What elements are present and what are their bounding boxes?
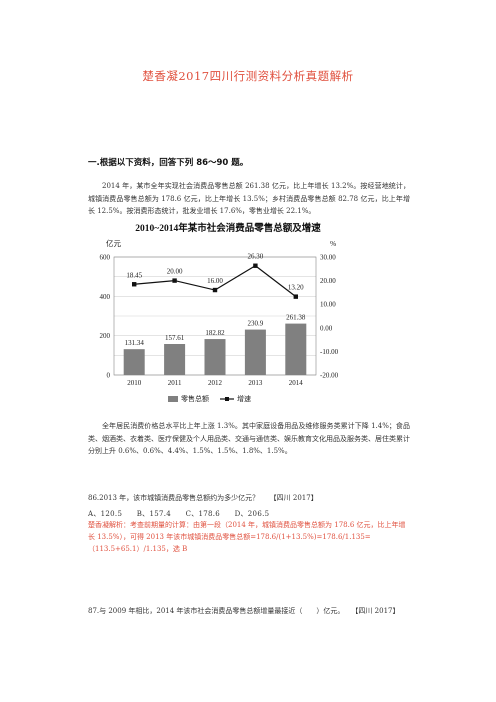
bar-2010 — [123, 349, 145, 375]
chart-title: 2010~2014年某市社会消费品零售总额及增速 — [135, 222, 321, 234]
bar-2011 — [164, 344, 186, 375]
right-tick-label: 20.00 — [320, 277, 336, 285]
left-tick-label: 200 — [100, 332, 111, 340]
growth-point-2011 — [172, 278, 177, 283]
right-axis-label: % — [330, 239, 336, 248]
category-label: 2012 — [208, 379, 223, 387]
option-c: C、178.6 — [185, 510, 221, 518]
right-tick-label: -10.00 — [320, 348, 339, 356]
paragraph-2: 全年居民消费价格总水平比上年上涨 1.3%。其中家庭设备用品及维修服务类累计下降… — [88, 420, 410, 458]
legend-line-label: 增速 — [237, 394, 251, 403]
growth-value-label: 20.00 — [167, 268, 183, 276]
bar-value-label: 182.82 — [205, 329, 225, 337]
legend-bar-label: 零售总额 — [181, 394, 209, 403]
legend-bar-swatch — [168, 396, 178, 402]
growth-value-label: 13.20 — [288, 284, 304, 292]
left-tick-label: 400 — [100, 293, 111, 301]
left-axis-label: 亿元 — [106, 238, 121, 248]
growth-value-label: 18.45 — [126, 271, 142, 279]
growth-point-2012 — [212, 287, 218, 293]
question-87: 87.与 2009 年相比，2014 年该市社会消费品零售总额增量最接近（ ）亿… — [88, 607, 400, 615]
bar-value-label: 131.34 — [125, 339, 145, 347]
growth-value-label: 26.30 — [248, 253, 264, 261]
growth-point-2013 — [253, 263, 258, 268]
bar-value-label: 261.38 — [286, 314, 306, 322]
option-d: D、206.5 — [234, 510, 270, 518]
question-86-options: A、120.5 B、157.4 C、178.6 D、206.5 — [88, 509, 281, 519]
legend-line-marker — [225, 397, 229, 401]
growth-value-label: 16.00 — [207, 277, 223, 285]
paragraph-1-text: 2014 年，某市全年实现社会消费品零售总额 261.38 亿元，比上年增长 1… — [88, 182, 410, 215]
left-tick-label: 600 — [100, 254, 111, 262]
right-tick-label: 10.00 — [320, 301, 336, 309]
bar-2013 — [244, 329, 266, 375]
bar-2014 — [285, 323, 307, 375]
page-title: 楚香凝2017四川行测资料分析真题解析 — [142, 69, 354, 83]
paragraph-1: 2014 年，某市全年实现社会消费品零售总额 261.38 亿元，比上年增长 1… — [88, 180, 410, 218]
question-86-analysis: 楚香凝解析：考查前期量的计算：由第一段（2014 年，城镇消费品零售总额为 17… — [88, 521, 406, 553]
left-tick-label: 0 — [107, 372, 111, 380]
option-b: B、157.4 — [136, 510, 172, 518]
paragraph-2-text: 全年居民消费价格总水平比上年上涨 1.3%。其中家庭设备用品及维修服务类累计下降… — [88, 422, 410, 455]
growth-point-2014 — [293, 294, 298, 299]
option-a: A、120.5 — [88, 510, 123, 518]
growth-point-2010 — [132, 282, 137, 287]
right-tick-label: -20.00 — [320, 372, 339, 380]
bar-2012 — [204, 339, 226, 375]
right-tick-label: 30.00 — [320, 254, 336, 262]
question-86: 86.2013 年，该市城镇消费品零售总额约为多少亿元？ 【四川 2017】 — [88, 494, 318, 502]
bar-value-label: 230.9 — [248, 320, 264, 328]
category-label: 2013 — [248, 379, 263, 387]
right-tick-label: 0.00 — [320, 324, 333, 332]
bar-value-label: 157.61 — [165, 334, 185, 342]
section-heading: 一.根据以下资料，回答下列 86～90 题。 — [88, 158, 249, 168]
category-label: 2011 — [168, 379, 182, 387]
category-label: 2014 — [289, 379, 304, 387]
category-label: 2010 — [127, 379, 142, 387]
